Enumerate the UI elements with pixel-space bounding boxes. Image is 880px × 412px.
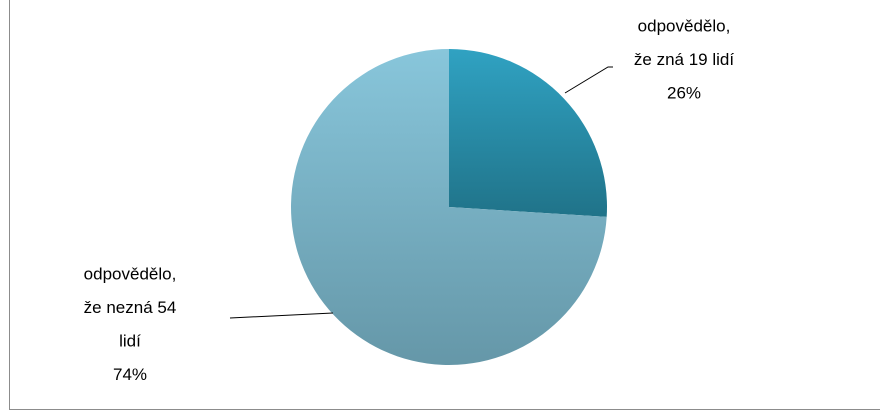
slice-label: že nezná 54 (84, 298, 177, 317)
pie-slice (449, 49, 607, 217)
slice-label: odpovědělo, (84, 264, 177, 283)
leader-line (564, 66, 613, 94)
slice-label: lidí (119, 331, 141, 350)
leader-line (229, 312, 334, 319)
slice-label: že zná 19 lidí (634, 50, 734, 69)
slice-value-label: 26% (667, 83, 701, 102)
chart-frame (9, 0, 880, 410)
slice-value-label: 74% (113, 365, 147, 384)
pie-slice (291, 49, 607, 365)
slice-label: odpovědělo, (638, 16, 731, 35)
